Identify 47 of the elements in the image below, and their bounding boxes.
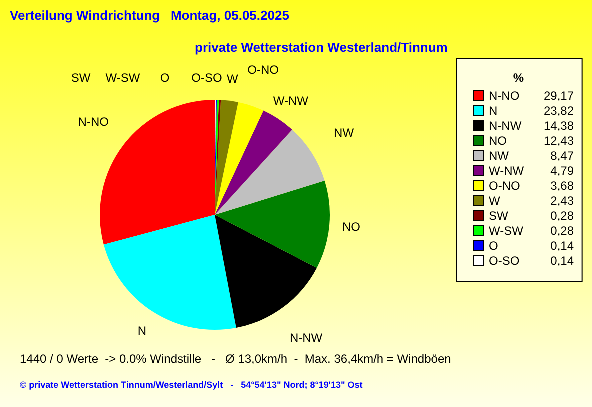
pie-slice [215, 180, 330, 268]
data-label: 4,79 [550, 164, 574, 178]
category-label: W-SW [106, 71, 140, 85]
text: 1440 / 0 Werte -> 0.0% Windstille - Ø 13,0km/h - Max. 36,4km/h = Windböen [20, 352, 452, 366]
slice-label: N-NW [290, 330, 324, 345]
legend-label: O-NO [489, 179, 520, 193]
pie-slice [215, 100, 238, 215]
slice-label: O-SO [192, 71, 222, 85]
legend-label: SW [489, 209, 510, 223]
legend-label: W-NW [489, 164, 525, 178]
data-label: 12,43 [544, 134, 574, 148]
pie-slice [215, 130, 325, 215]
data-label: 14,38 [544, 119, 574, 133]
chart-subtitle: private Wetterstation Westerland/Tinnum [195, 40, 448, 55]
legend-title: % [513, 71, 524, 85]
data-label: 23,82 [544, 104, 574, 118]
pie-slice [215, 215, 318, 328]
data-label: 0,28 [550, 209, 574, 223]
legend-label: NW [489, 149, 510, 163]
slice-label: NW [334, 126, 355, 140]
data-label: 29,17 [544, 89, 574, 103]
text: © private Wetterstation Tinnum/Westerland/Sylt - 54°54'13" Nord; 8°19'13" Ost [20, 380, 363, 390]
data-label: 2,43 [550, 194, 574, 208]
slice-label: W-NW [273, 94, 310, 108]
legend-label: O [489, 239, 498, 253]
data-label: 0,14 [550, 254, 574, 268]
category-label: SW [71, 71, 91, 85]
legend-label: W [489, 194, 501, 208]
category-label: O [160, 71, 170, 85]
legend-label: N-NW [489, 119, 522, 133]
legend-label: O-SO [489, 254, 520, 268]
pie-slice [215, 102, 264, 215]
slice-label: O-NO [248, 62, 279, 77]
data-label: 8,47 [550, 149, 574, 163]
legend-label: NO [489, 134, 507, 148]
legend-label: N [489, 104, 498, 118]
slice-label: W [226, 72, 239, 86]
pie-slice [215, 110, 292, 215]
legend-label: W-SW [489, 224, 524, 238]
data-label: 3,68 [550, 179, 574, 193]
chart-title: Verteilung Windrichtung Montag, 05.05.2025 [10, 8, 290, 23]
slice-label: N [138, 324, 146, 338]
slice-label: N-NO [78, 114, 109, 129]
legend-label: N-NO [489, 89, 520, 103]
data-label: 0,14 [550, 239, 574, 253]
slice-label: NO [342, 220, 360, 234]
data-label: 0,28 [550, 224, 574, 238]
